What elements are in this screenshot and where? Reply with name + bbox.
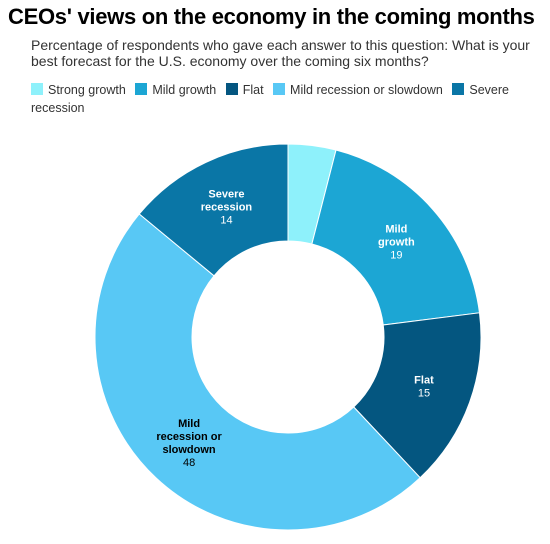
- legend-swatch: [273, 83, 286, 95]
- legend-swatch: [31, 83, 43, 95]
- slice-category-label: slowdown: [162, 444, 215, 456]
- donut-slice[interactable]: [311, 149, 481, 326]
- chart-title: CEOs' views on the economy in the coming…: [8, 4, 535, 29]
- donut-slice[interactable]: [138, 143, 289, 277]
- slice-category-label: Mild: [385, 223, 407, 235]
- slice-value-label: 19: [390, 249, 402, 261]
- slice-value-label: 48: [183, 457, 195, 469]
- slice-category-label: recession: [201, 201, 253, 213]
- legend-swatch: [225, 83, 238, 95]
- slice-category-label: Flat: [414, 374, 434, 386]
- legend-item[interactable]: Strong growth: [31, 83, 126, 97]
- slice-category-label: Severe: [208, 188, 244, 200]
- legend-item[interactable]: Flat: [225, 83, 264, 97]
- legend-label: Flat: [242, 83, 264, 97]
- legend-label: Strong growth: [48, 83, 126, 97]
- legend-label: Mild recession or slowdown: [290, 83, 443, 97]
- legend-label: Severe recession: [31, 83, 509, 115]
- legend-swatch: [135, 83, 148, 95]
- slice-value-label: 15: [418, 387, 430, 399]
- legend-item[interactable]: Mild recession or slowdown: [273, 83, 443, 97]
- legend-item[interactable]: Severe recession: [31, 83, 509, 115]
- legend-swatch: [452, 83, 465, 95]
- legend-item[interactable]: Mild growth: [135, 83, 216, 97]
- legend: Strong growth Mild growth Flat Mild rece…: [31, 81, 531, 117]
- slice-category-label: recession or: [156, 431, 222, 443]
- slice-category-label: Mild: [178, 418, 200, 430]
- slice-category-label: growth: [378, 236, 415, 248]
- chart-subtitle: Percentage of respondents who gave each …: [31, 37, 530, 69]
- legend-label: Mild growth: [152, 83, 217, 97]
- donut-slice[interactable]: [94, 213, 421, 531]
- slice-value-label: 14: [220, 214, 232, 226]
